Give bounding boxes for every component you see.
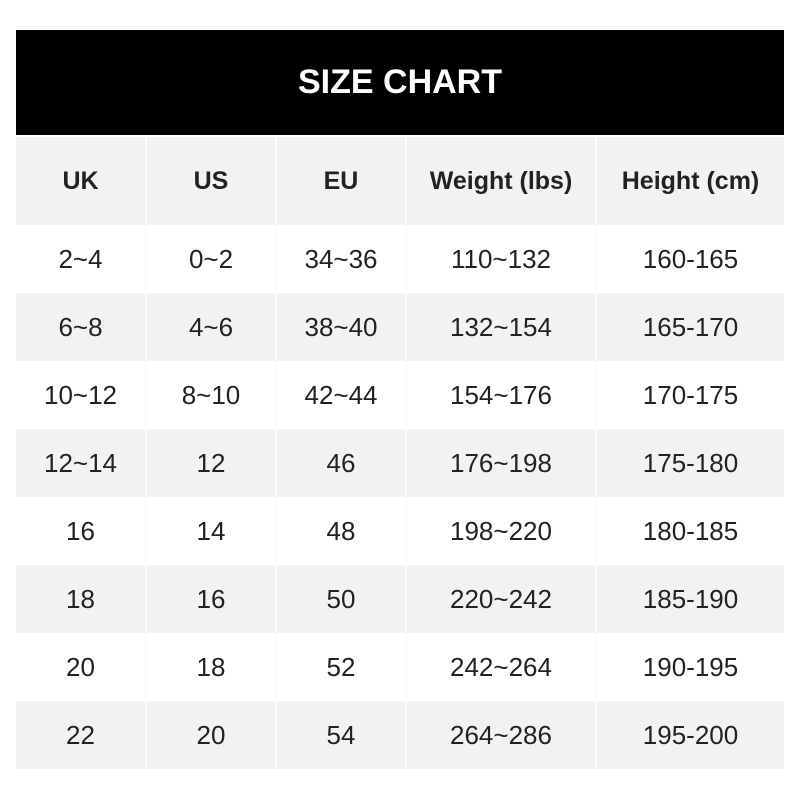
cell-weight: 154~176 <box>405 361 596 429</box>
cell-height: 170-175 <box>595 361 784 429</box>
cell-us: 20 <box>145 701 276 769</box>
cell-uk: 16 <box>66 515 95 546</box>
cell-uk: 20 <box>66 651 95 682</box>
cell-eu: 46 <box>275 429 406 497</box>
cell-eu: 34~36 <box>275 225 406 293</box>
cell-height: 180-185 <box>595 497 784 565</box>
cell-uk: 22 <box>16 701 146 769</box>
cell-height: 175-180 <box>595 429 784 497</box>
cell-height: 190-195 <box>595 633 784 701</box>
header-eu: EU <box>275 137 406 225</box>
cell-eu: 54 <box>275 701 406 769</box>
cell-us: 18 <box>145 633 276 701</box>
cell-height: 160-165 <box>595 225 784 293</box>
table-row: 22 20 54 264~286 195-200 <box>16 701 784 769</box>
cell-weight: 264~286 <box>405 701 596 769</box>
header-uk: UK <box>16 137 146 225</box>
cell-uk: 12~14 <box>16 429 146 497</box>
table-row: 6~8 4~6 38~40 132~154 165-170 <box>16 293 784 361</box>
table-row: 12~14 12 46 176~198 175-180 <box>16 429 784 497</box>
cell-uk: 6~8 <box>16 293 146 361</box>
table-row: 10~12 8~10 42~44 154~176 170-175 <box>16 361 784 429</box>
cell-eu: 50 <box>275 565 406 633</box>
cell-us: 8~10 <box>145 361 276 429</box>
header-height: Height (cm) <box>595 137 784 225</box>
table-row: 20 18 52 242~264 190-195 <box>16 633 784 701</box>
cell-eu: 52 <box>275 633 406 701</box>
table-row: 16 14 48 198~220 180-185 <box>16 497 784 565</box>
table-row: 2~4 0~2 34~36 110~132 160-165 <box>16 225 784 293</box>
size-chart-table: UK US EU Weight (lbs) Height (cm) 2~4 0~2… <box>16 137 784 769</box>
cell-height: 165-170 <box>595 293 784 361</box>
cell-height: 185-190 <box>595 565 784 633</box>
header-row: UK US EU Weight (lbs) Height (cm) <box>16 137 784 225</box>
header-us: US <box>145 137 276 225</box>
cell-us: 12 <box>145 429 276 497</box>
size-chart-title: SIZE CHART <box>16 30 784 135</box>
cell-eu: 42~44 <box>275 361 406 429</box>
header-weight: Weight (lbs) <box>405 137 596 225</box>
cell-weight: 198~220 <box>405 497 596 565</box>
cell-weight: 220~242 <box>405 565 596 633</box>
cell-uk: 18 <box>16 565 146 633</box>
table-row: 18 16 50 220~242 185-190 <box>16 565 784 633</box>
cell-us: 0~2 <box>145 225 276 293</box>
cell-weight: 242~264 <box>405 633 596 701</box>
cell-height: 195-200 <box>595 701 784 769</box>
cell-weight: 132~154 <box>405 293 596 361</box>
cell-eu: 48 <box>275 497 406 565</box>
cell-uk: 10~12 <box>43 379 118 410</box>
cell-us: 4~6 <box>145 293 276 361</box>
cell-weight: 110~132 <box>405 225 596 293</box>
cell-us: 16 <box>145 565 276 633</box>
cell-weight: 176~198 <box>405 429 596 497</box>
cell-eu: 38~40 <box>275 293 406 361</box>
cell-us: 14 <box>145 497 276 565</box>
cell-uk: 2~4 <box>58 243 103 274</box>
